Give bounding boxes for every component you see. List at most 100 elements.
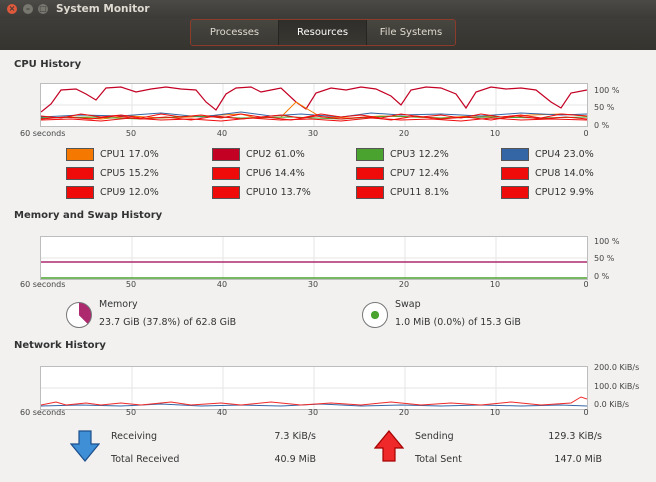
- cpu11-legend[interactable]: CPU11 8.1%: [356, 185, 449, 199]
- swap-pie-icon[interactable]: [362, 302, 388, 328]
- cpu6-legend[interactable]: CPU6 14.4%: [212, 166, 305, 180]
- swap-label: Swap: [395, 299, 421, 310]
- network-x-label-50: 50: [125, 408, 137, 417]
- memory-history-graph: [40, 236, 588, 280]
- maximize-window-button[interactable]: □: [38, 4, 48, 14]
- cpu-x-label-50: 50: [125, 129, 137, 138]
- memory-x-label-10: 10: [489, 280, 501, 289]
- cpu9-legend[interactable]: CPU9 12.0%: [66, 185, 159, 199]
- cpu11-label: CPU11: [390, 186, 422, 198]
- network-y-label-100: 100.0 KiB/s: [594, 382, 640, 391]
- cpu4-label: CPU4: [535, 148, 561, 160]
- close-window-button[interactable]: ×: [7, 4, 17, 14]
- cpu12-label: CPU12: [535, 186, 567, 198]
- network-history-title: Network History: [14, 340, 106, 351]
- network-x-label-10: 10: [489, 408, 501, 417]
- cpu-y-label-50: 50 %: [594, 103, 615, 112]
- cpu-y-label-100: 100 %: [594, 86, 620, 95]
- cpu10-color-swatch[interactable]: [212, 185, 240, 199]
- memory-pie-icon[interactable]: [66, 302, 92, 328]
- cpu-x-label-40: 40: [216, 129, 228, 138]
- memory-x-label-30: 30: [307, 280, 319, 289]
- cpu-y-label-0: 0 %: [594, 121, 610, 130]
- cpu-x-label-60: 60 seconds: [20, 129, 66, 138]
- cpu11-value: 8.1%: [424, 186, 449, 198]
- memory-label: Memory: [99, 299, 138, 310]
- memory-history-chart: [41, 237, 587, 279]
- cpu10-label: CPU10: [246, 186, 278, 198]
- cpu4-line: [40, 111, 588, 118]
- cpu12-legend[interactable]: CPU12 9.9%: [501, 185, 594, 199]
- receiving-value: 7.3 KiB/s: [274, 431, 316, 442]
- title-bar: × – □ System Monitor: [0, 0, 656, 18]
- memory-y-label-0: 0 %: [594, 272, 610, 281]
- sending-arrow-icon[interactable]: [374, 430, 404, 462]
- cpu-other-line-3: [40, 117, 588, 122]
- cpu9-value: 12.0%: [128, 186, 159, 198]
- receiving-label: Receiving: [111, 431, 158, 442]
- tab-processes[interactable]: Processes: [191, 20, 279, 45]
- cpu5-color-swatch[interactable]: [66, 166, 94, 180]
- cpu3-label: CPU3: [390, 148, 416, 160]
- memory-history-title: Memory and Swap History: [14, 210, 163, 221]
- network-x-label-40: 40: [216, 408, 228, 417]
- network-y-label-0: 0.0 KiB/s: [594, 400, 630, 409]
- cpu-x-label-10: 10: [489, 129, 501, 138]
- cpu2-legend[interactable]: CPU2 61.0%: [212, 147, 305, 161]
- total-received-value: 40.9 MiB: [274, 454, 316, 465]
- memory-x-label-40: 40: [216, 280, 228, 289]
- cpu7-label: CPU7: [390, 167, 416, 179]
- cpu2-value: 61.0%: [274, 148, 305, 160]
- memory-y-label-100: 100 %: [594, 237, 620, 246]
- cpu2-color-swatch[interactable]: [212, 147, 240, 161]
- cpu4-color-swatch[interactable]: [501, 147, 529, 161]
- cpu1-legend[interactable]: CPU1 17.0%: [66, 147, 159, 161]
- cpu1-value: 17.0%: [128, 148, 159, 160]
- cpu1-color-swatch[interactable]: [66, 147, 94, 161]
- cpu8-color-swatch[interactable]: [501, 166, 529, 180]
- tab-bar: Processes Resources File Systems: [190, 19, 456, 46]
- cpu3-legend[interactable]: CPU3 12.2%: [356, 147, 449, 161]
- network-grid: [41, 367, 587, 409]
- memory-y-label-50: 50 %: [594, 254, 615, 263]
- cpu1-label: CPU1: [100, 148, 126, 160]
- minimize-window-button[interactable]: –: [23, 4, 33, 14]
- cpu-history-title: CPU History: [14, 59, 82, 70]
- receiving-arrow-icon[interactable]: [70, 430, 100, 462]
- cpu8-legend[interactable]: CPU8 14.0%: [501, 166, 594, 180]
- network-y-label-200: 200.0 KiB/s: [594, 363, 640, 372]
- cpu5-value: 15.2%: [128, 167, 159, 179]
- network-history-graph: [40, 366, 588, 410]
- cpu2-label: CPU2: [246, 148, 272, 160]
- cpu5-legend[interactable]: CPU5 15.2%: [66, 166, 159, 180]
- cpu-history-graph: [40, 83, 588, 127]
- memory-grid: [41, 237, 587, 279]
- memory-x-label-20: 20: [398, 280, 410, 289]
- tab-resources[interactable]: Resources: [279, 20, 367, 45]
- cpu4-legend[interactable]: CPU4 23.0%: [501, 147, 594, 161]
- cpu-x-label-0: 0: [583, 129, 589, 138]
- tab-file-systems[interactable]: File Systems: [367, 20, 455, 45]
- cpu7-color-swatch[interactable]: [356, 166, 384, 180]
- cpu12-color-swatch[interactable]: [501, 185, 529, 199]
- cpu6-color-swatch[interactable]: [212, 166, 240, 180]
- total-received-label: Total Received: [111, 454, 180, 465]
- total-sent-label: Total Sent: [415, 454, 462, 465]
- cpu9-label: CPU9: [100, 186, 126, 198]
- cpu10-legend[interactable]: CPU10 13.7%: [212, 185, 311, 199]
- cpu6-value: 14.4%: [274, 167, 305, 179]
- cpu8-value: 14.0%: [563, 167, 594, 179]
- cpu3-color-swatch[interactable]: [356, 147, 384, 161]
- cpu-other-line-1: [40, 113, 588, 119]
- cpu7-legend[interactable]: CPU7 12.4%: [356, 166, 449, 180]
- cpu-history-chart: [40, 84, 588, 126]
- cpu7-value: 12.4%: [418, 167, 449, 179]
- cpu9-color-swatch[interactable]: [66, 185, 94, 199]
- window-title: System Monitor: [56, 3, 150, 15]
- memory-x-label-60: 60 seconds: [20, 280, 66, 289]
- sending-label: Sending: [415, 431, 454, 442]
- cpu5-label: CPU5: [100, 167, 126, 179]
- cpu-x-label-20: 20: [398, 129, 410, 138]
- cpu11-color-swatch[interactable]: [356, 185, 384, 199]
